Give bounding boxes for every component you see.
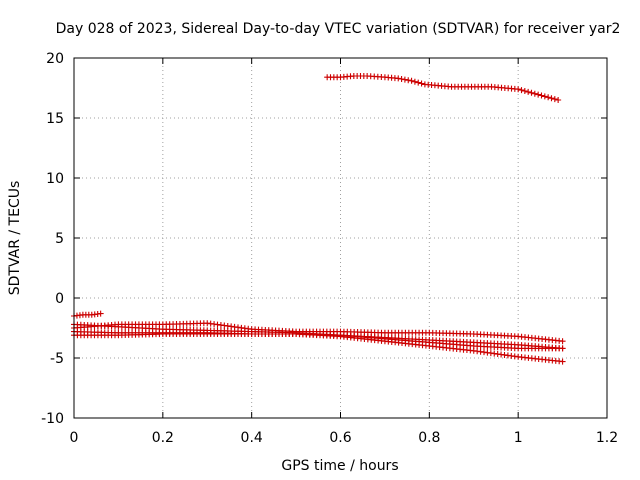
y-tick-label: 0 [55, 291, 64, 307]
data-point [415, 79, 422, 86]
series-sat-b [71, 310, 104, 319]
data-point [398, 76, 405, 82]
y-tick-label: 20 [46, 51, 64, 67]
data-points [71, 73, 566, 365]
data-point [541, 93, 548, 100]
data-point [559, 345, 566, 352]
grid [74, 58, 607, 418]
axis-ticks: 0 0.2 0.4 0.6 0.8 1 1.2 -10 -5 0 5 10 15 20 [41, 51, 618, 446]
data-point [538, 92, 545, 99]
plot-frame [73, 57, 608, 419]
data-point [555, 97, 562, 103]
y-tick-label: -10 [41, 411, 64, 427]
y-tick-label: -5 [50, 351, 64, 367]
data-point [545, 94, 552, 101]
series-sat-f [71, 331, 566, 352]
data-point [418, 80, 425, 87]
x-tick-label: 0.4 [241, 430, 263, 446]
data-point [515, 86, 522, 93]
x-tick-label: 1 [514, 430, 523, 446]
data-point [535, 91, 542, 98]
series-sat-c [71, 321, 566, 352]
data-point [559, 358, 566, 365]
data-point [521, 88, 528, 94]
series-sat-a [324, 73, 562, 103]
y-tick-label: 5 [55, 231, 64, 247]
data-point [401, 76, 408, 83]
data-point [395, 75, 402, 82]
x-axis-label: GPS time / hours [281, 458, 398, 474]
series-sat-e [71, 320, 566, 345]
y-tick-label: 10 [46, 171, 64, 187]
data-point [528, 89, 535, 96]
y-tick-label: 15 [46, 111, 64, 127]
data-point [405, 77, 412, 84]
data-point [408, 77, 415, 84]
x-tick-label: 0.2 [152, 430, 174, 446]
x-tick-label: 0 [70, 430, 79, 446]
data-point [551, 96, 558, 103]
data-point [518, 87, 525, 94]
x-tick-label: 1.2 [596, 430, 618, 446]
data-point [548, 95, 555, 102]
x-tick-label: 0.8 [418, 430, 440, 446]
data-point [559, 338, 566, 345]
x-tick-label: 0.6 [329, 430, 351, 446]
data-point [411, 78, 418, 85]
data-point [525, 88, 532, 95]
y-axis-label: SDTVAR / TECUs [7, 181, 23, 296]
data-point [97, 310, 104, 317]
chart-title: Day 028 of 2023, Sidereal Day-to-day VTE… [56, 21, 621, 37]
data-point [531, 90, 538, 97]
